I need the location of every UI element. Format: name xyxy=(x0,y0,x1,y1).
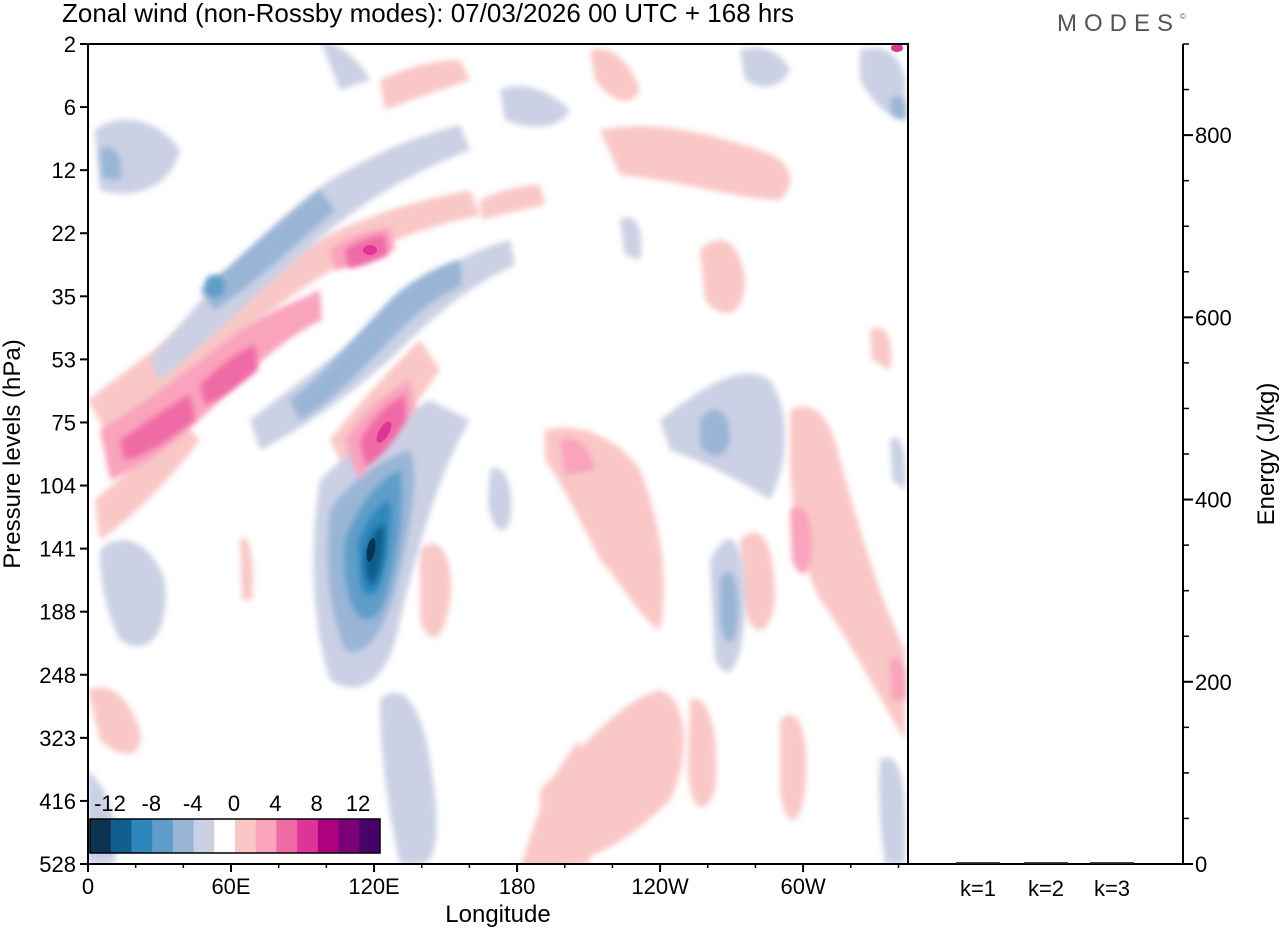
colorbar-label: 12 xyxy=(346,791,370,816)
energy-category-label: k=3 xyxy=(1094,876,1130,901)
colorbar-label: 0 xyxy=(228,791,240,816)
y-axis-tick-labels: 2 6 12 22 35 53 75 104 141 188 248 323 416 528 xyxy=(39,32,76,877)
colorbar-swatch xyxy=(90,819,112,853)
energy-category-label: k=2 xyxy=(1028,876,1064,901)
energy-bar xyxy=(1024,862,1068,864)
y-axis-label: Pressure levels (hPa) xyxy=(0,339,26,568)
colorbar-label: -4 xyxy=(183,791,203,816)
y-tick-label: 104 xyxy=(39,474,76,499)
energy-axis-label: Energy (J/kg) xyxy=(1253,383,1280,526)
colorbar-swatch xyxy=(131,819,153,853)
y-axis-ticks xyxy=(80,43,88,865)
y-tick-label: 188 xyxy=(39,600,76,625)
y-tick-label: 323 xyxy=(39,726,76,751)
energy-axis-tick-labels: 0 200 400 600 800 xyxy=(1195,123,1232,877)
modes-logo: MODES© xyxy=(1057,10,1186,38)
energy-tick-label: 600 xyxy=(1195,305,1232,330)
colorbar-label: -12 xyxy=(94,791,126,816)
energy-bar xyxy=(956,862,1000,864)
logo-text: MODES xyxy=(1057,10,1181,37)
x-axis-tick-labels: 0 60E 120E 180 120W 60W xyxy=(82,874,826,899)
colorbar-swatch xyxy=(172,819,195,853)
chart-title: Zonal wind (non-Rossby modes): 07/03/202… xyxy=(62,0,794,28)
heatmap-frame xyxy=(87,43,909,865)
colorbar-swatch xyxy=(152,819,174,853)
energy-tick-label: 200 xyxy=(1195,670,1232,695)
x-tick-label: 180 xyxy=(499,874,536,899)
y-tick-label: 248 xyxy=(39,663,76,688)
logo-mark: © xyxy=(1180,12,1186,21)
colorbar-label: 4 xyxy=(269,791,281,816)
energy-category-labels: k=1 k=2 k=3 xyxy=(960,876,1130,901)
x-tick-label: 120E xyxy=(348,874,399,899)
colorbar-label: 8 xyxy=(311,791,323,816)
colorbar-swatch xyxy=(276,819,298,853)
colorbar-swatch xyxy=(359,819,381,853)
x-tick-label: 120W xyxy=(631,874,689,899)
x-tick-label: 0 xyxy=(82,874,94,899)
y-tick-label: 12 xyxy=(52,158,76,183)
y-tick-label: 416 xyxy=(39,789,76,814)
colorbar-label: -8 xyxy=(142,791,162,816)
colorbar xyxy=(89,818,381,854)
energy-axis-ticks xyxy=(1183,43,1193,865)
y-tick-label: 22 xyxy=(52,221,76,246)
y-tick-label: 53 xyxy=(52,347,76,372)
colorbar-swatch xyxy=(338,819,360,853)
energy-bars xyxy=(956,862,1134,864)
y-tick-label: 528 xyxy=(39,852,76,877)
y-tick-label: 2 xyxy=(64,32,76,57)
y-tick-label: 35 xyxy=(52,284,76,309)
energy-tick-label: 400 xyxy=(1195,488,1232,513)
y-tick-label: 141 xyxy=(39,537,76,562)
energy-bar xyxy=(1090,862,1134,864)
colorbar-swatch xyxy=(193,819,215,853)
x-axis-label: Longitude xyxy=(445,901,550,928)
colorbar-swatch xyxy=(297,819,319,853)
y-tick-label: 6 xyxy=(64,95,76,120)
energy-tick-label: 800 xyxy=(1195,123,1232,148)
colorbar-frame xyxy=(89,818,381,854)
colorbar-swatch xyxy=(110,819,132,853)
x-axis-ticks xyxy=(87,864,900,872)
colorbar-swatch xyxy=(214,819,236,853)
energy-tick-label: 0 xyxy=(1195,852,1207,877)
colorbar-labels: -12 -8 -4 0 4 8 12 xyxy=(94,791,370,816)
energy-category-label: k=1 xyxy=(960,876,996,901)
y-tick-label: 75 xyxy=(52,410,76,435)
heatmap-field xyxy=(88,44,908,864)
colorbar-swatch xyxy=(317,819,340,853)
x-tick-label: 60W xyxy=(780,874,825,899)
colorbar-swatch xyxy=(255,819,277,853)
x-tick-label: 60E xyxy=(211,874,250,899)
colorbar-swatch xyxy=(235,819,257,853)
